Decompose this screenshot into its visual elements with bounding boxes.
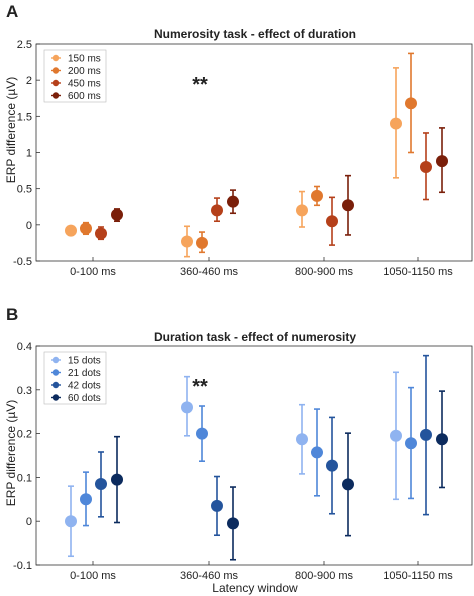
legend-label: 200 ms xyxy=(68,66,101,77)
data-point xyxy=(326,459,338,472)
panel-a-significance: ** xyxy=(192,74,208,96)
legend-label: 150 ms xyxy=(68,54,101,65)
panel-b-significance: ** xyxy=(192,376,208,398)
plot-frame xyxy=(35,345,473,566)
data-point xyxy=(420,428,432,441)
data-point xyxy=(95,477,107,490)
data-point xyxy=(95,227,107,240)
data-point xyxy=(405,97,417,110)
x-tick-label: 0-100 ms xyxy=(70,570,116,582)
panel-b-xlabel: Latency window xyxy=(212,581,298,595)
data-point xyxy=(227,517,239,530)
panel-a-letter: A xyxy=(6,2,18,21)
data-point xyxy=(111,473,123,486)
panel-b-plot: -0.1 0 0.1 0.2 0.3 0.4 0-100 ms 360-460 ms 800-9… xyxy=(13,341,473,582)
data-point xyxy=(390,117,402,130)
data-point xyxy=(326,215,338,228)
panel-a-plot: -0.5 0 0.5 1 1.5 2 2.5 0-100 ms 360-460 ms 800-90… xyxy=(13,39,473,278)
legend-marker xyxy=(52,369,60,376)
data-point xyxy=(65,224,77,237)
x-tick-label: 360-460 ms xyxy=(180,570,239,582)
data-point xyxy=(342,478,354,491)
y-tick-label: 0 xyxy=(26,220,32,232)
legend-label: 42 dots xyxy=(68,381,101,392)
y-tick-label: 0.4 xyxy=(17,341,32,353)
data-point xyxy=(296,433,308,446)
data-point xyxy=(436,155,448,168)
panel-b-letter: B xyxy=(6,305,18,324)
data-point xyxy=(211,204,223,217)
data-point xyxy=(436,433,448,446)
data-point xyxy=(390,429,402,442)
data-point xyxy=(111,208,123,221)
data-point xyxy=(420,160,432,173)
data-point xyxy=(80,222,92,235)
legend-marker xyxy=(52,394,60,401)
data-point xyxy=(181,235,193,248)
legend-label: 600 ms xyxy=(68,91,101,102)
y-tick-label: 1 xyxy=(26,148,32,160)
panel-a-ylabel: ERP difference (µV) xyxy=(4,77,18,184)
data-point xyxy=(311,446,323,459)
panel-a-title: Numerosity task - effect of duration xyxy=(154,27,356,41)
data-point xyxy=(227,195,239,208)
y-tick-label: 0.1 xyxy=(17,472,32,484)
y-tick-label: 0.2 xyxy=(17,429,32,441)
x-tick-label: 0-100 ms xyxy=(70,266,116,278)
y-tick-label: -0.5 xyxy=(13,256,32,268)
data-point xyxy=(342,199,354,212)
data-point xyxy=(80,493,92,506)
y-tick-label: 2.5 xyxy=(17,39,32,51)
data-point xyxy=(65,515,77,528)
y-tick-label: 0.5 xyxy=(17,184,32,196)
x-tick-label: 800-900 ms xyxy=(295,570,354,582)
legend-marker xyxy=(52,67,60,74)
legend-marker xyxy=(52,79,60,87)
x-tick-label: 1050-1150 ms xyxy=(383,266,453,278)
legend-label: 15 dots xyxy=(68,356,101,367)
data-point xyxy=(211,499,223,512)
x-tick-label: 1050-1150 ms xyxy=(383,570,453,582)
legend-label: 21 dots xyxy=(68,368,101,379)
x-tick-label: 800-900 ms xyxy=(295,266,354,278)
x-tick-label: 360-460 ms xyxy=(180,266,239,278)
legend-marker xyxy=(52,381,60,389)
legend-label: 60 dots xyxy=(68,393,101,404)
data-point xyxy=(181,401,193,414)
data-point xyxy=(296,204,308,217)
panel-b-ylabel: ERP difference (µV) xyxy=(4,400,18,507)
legend-marker xyxy=(52,356,60,364)
legend-marker xyxy=(52,54,60,62)
y-tick-label: 2 xyxy=(26,75,32,87)
y-tick-label: 0.3 xyxy=(17,385,32,397)
data-point xyxy=(405,437,417,450)
data-point xyxy=(311,189,323,202)
data-point xyxy=(196,236,208,249)
y-tick-label: -0.1 xyxy=(13,560,32,572)
y-tick-label: 1.5 xyxy=(17,111,32,123)
panel-b-title: Duration task - effect of numerosity xyxy=(154,330,356,344)
y-tick-label: 0 xyxy=(26,516,32,528)
legend-label: 450 ms xyxy=(68,79,101,90)
data-point xyxy=(196,427,208,440)
legend-marker xyxy=(52,92,60,99)
